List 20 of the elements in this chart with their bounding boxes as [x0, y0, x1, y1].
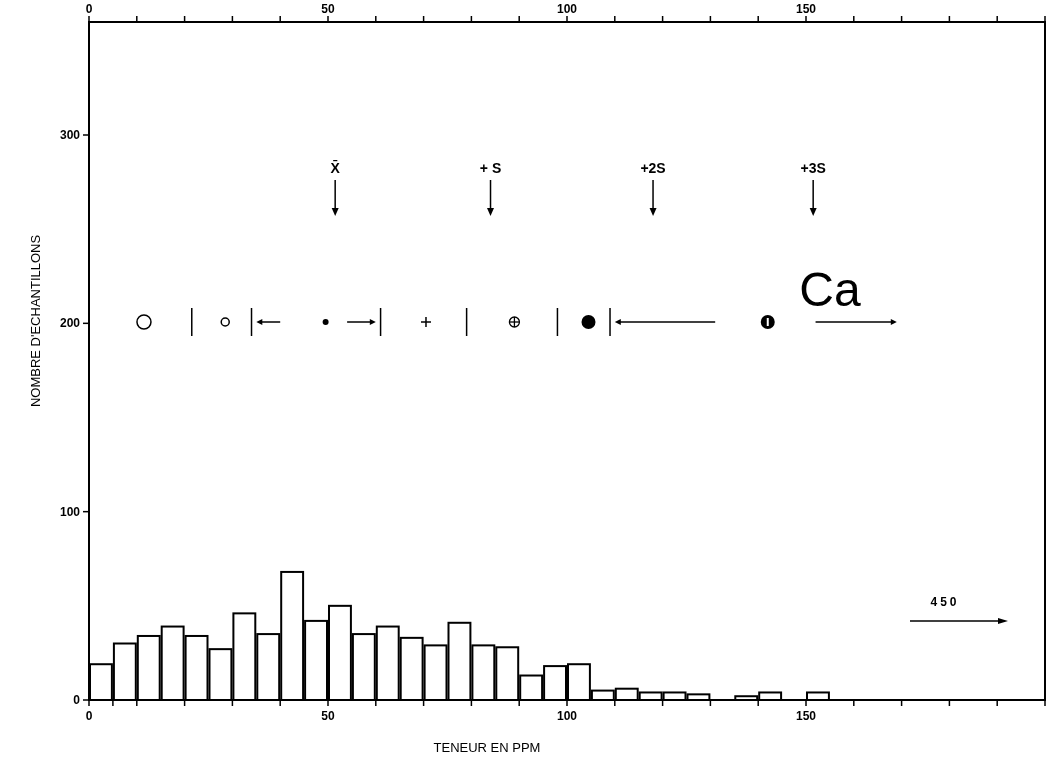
annotation: +3S: [800, 159, 826, 176]
y-tick-label: 100: [59, 504, 81, 519]
x-tick-label: 0: [85, 2, 93, 16]
y-tick-label: 300: [59, 128, 81, 142]
x2-tick-label: 100: [556, 709, 578, 723]
y-tick-label: 200: [59, 316, 81, 331]
y-tick-label: 0: [73, 693, 81, 707]
y-axis-title: NOMBRE D'ECHANTILLONS: [28, 234, 43, 408]
x-tick-label: 150: [795, 2, 817, 16]
annotation: 450: [930, 595, 960, 609]
x2-tick-label: 150: [795, 709, 817, 723]
x-tick-label: 50: [321, 2, 335, 16]
x2-tick-label: 0: [85, 709, 93, 723]
x2-tick-label: 50: [321, 709, 335, 723]
x-axis-title: TENEUR EN PPM: [433, 740, 541, 755]
annotation: Ca: [799, 263, 861, 316]
annotation: +2S: [640, 159, 666, 176]
annotation: X̄: [330, 159, 341, 176]
x-tick-label: 100: [556, 2, 578, 16]
annotation: + S: [479, 159, 502, 176]
